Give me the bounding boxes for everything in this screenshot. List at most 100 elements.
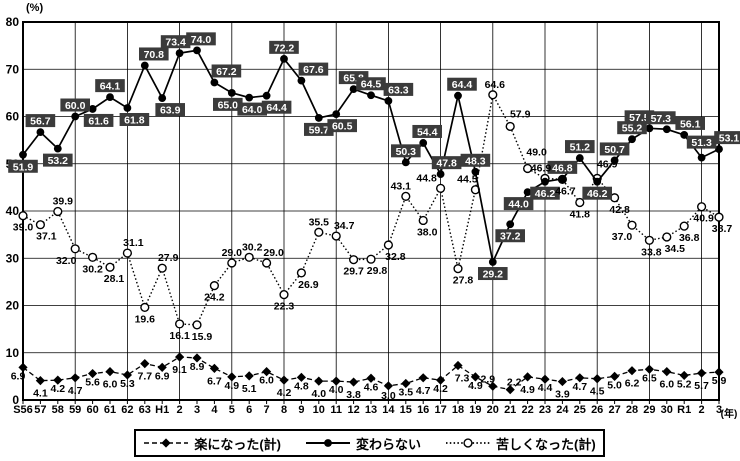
svg-text:46.9: 46.9 xyxy=(531,162,552,174)
svg-text:57: 57 xyxy=(34,404,46,416)
svg-text:21: 21 xyxy=(504,404,516,416)
svg-text:41.8: 41.8 xyxy=(570,208,591,220)
svg-text:24: 24 xyxy=(556,404,569,416)
svg-text:(%): (%) xyxy=(26,2,43,14)
svg-text:65.0: 65.0 xyxy=(218,99,239,111)
svg-text:7: 7 xyxy=(264,404,270,416)
svg-text:2.9: 2.9 xyxy=(480,373,495,385)
svg-text:(年): (年) xyxy=(721,407,738,420)
svg-text:3.9: 3.9 xyxy=(555,389,570,401)
svg-text:26.9: 26.9 xyxy=(298,279,319,291)
svg-text:6: 6 xyxy=(246,404,252,416)
svg-text:55.2: 55.2 xyxy=(622,123,643,135)
svg-text:61.8: 61.8 xyxy=(124,114,145,126)
svg-text:73.4: 73.4 xyxy=(165,37,186,49)
legend-label-easier: 楽になった(計) xyxy=(194,436,281,452)
svg-text:53.2: 53.2 xyxy=(48,155,69,167)
svg-text:80: 80 xyxy=(6,15,20,29)
svg-text:9: 9 xyxy=(298,404,304,416)
svg-text:29.2: 29.2 xyxy=(483,269,504,281)
svg-text:18: 18 xyxy=(452,404,464,416)
svg-text:48.3: 48.3 xyxy=(465,155,486,167)
svg-text:72.2: 72.2 xyxy=(274,42,295,54)
series-1-labels: 51.9 56.7 53.2 60.061.6 64.1 61.8 70.8 63.9 73.4… xyxy=(8,32,740,281)
svg-text:4.7: 4.7 xyxy=(572,381,587,393)
svg-text:29: 29 xyxy=(643,404,655,416)
dotted-circle-legend-icon xyxy=(446,438,490,448)
svg-text:56.1: 56.1 xyxy=(680,118,701,130)
svg-text:5.7: 5.7 xyxy=(694,380,709,392)
dashed-diamond-legend-icon xyxy=(144,438,189,448)
svg-text:67.2: 67.2 xyxy=(216,66,237,78)
svg-text:57.9: 57.9 xyxy=(510,108,531,120)
series-1-markers xyxy=(19,46,723,266)
svg-text:4.0: 4.0 xyxy=(311,388,326,400)
svg-text:S56: S56 xyxy=(13,404,33,416)
svg-text:29.7: 29.7 xyxy=(343,266,364,278)
svg-text:37.0: 37.0 xyxy=(612,231,633,243)
svg-text:37.1: 37.1 xyxy=(36,231,57,243)
svg-text:51.3: 51.3 xyxy=(691,137,712,149)
svg-text:62: 62 xyxy=(121,404,133,416)
svg-text:60: 60 xyxy=(6,110,20,124)
svg-text:29.0: 29.0 xyxy=(222,247,243,259)
svg-text:4.9: 4.9 xyxy=(468,380,483,392)
svg-text:44.5: 44.5 xyxy=(457,174,478,186)
svg-text:70: 70 xyxy=(6,62,20,76)
svg-text:40.9: 40.9 xyxy=(693,213,714,225)
svg-text:36.8: 36.8 xyxy=(679,232,700,244)
svg-text:32.8: 32.8 xyxy=(385,251,406,263)
svg-text:63.3: 63.3 xyxy=(388,84,409,96)
solid-circle-legend-icon xyxy=(305,439,350,447)
svg-text:23: 23 xyxy=(539,404,551,416)
svg-text:30: 30 xyxy=(6,251,20,265)
svg-text:5: 5 xyxy=(229,404,235,416)
svg-text:22.3: 22.3 xyxy=(274,301,295,313)
svg-text:64.1: 64.1 xyxy=(100,81,121,93)
svg-text:35.5: 35.5 xyxy=(309,216,330,228)
svg-text:16.1: 16.1 xyxy=(169,330,190,342)
svg-text:67.6: 67.6 xyxy=(303,64,324,76)
svg-text:56.7: 56.7 xyxy=(30,116,51,128)
svg-text:57.5: 57.5 xyxy=(629,112,650,124)
svg-text:5.1: 5.1 xyxy=(242,383,257,395)
svg-text:3: 3 xyxy=(194,404,200,416)
svg-text:34.5: 34.5 xyxy=(665,243,686,255)
svg-text:29.8: 29.8 xyxy=(367,265,388,277)
svg-text:R1: R1 xyxy=(677,404,691,416)
y-axis-labels: 01020304050607080(%) xyxy=(6,2,44,407)
svg-text:16: 16 xyxy=(417,404,429,416)
svg-text:63.9: 63.9 xyxy=(160,105,181,117)
svg-text:28: 28 xyxy=(626,404,638,416)
svg-text:8.9: 8.9 xyxy=(190,361,205,373)
series-2-labels: 39.037.139.932.030.228.131.119.627.916.1… xyxy=(13,79,733,343)
legend-item-easier: 楽になった(計) xyxy=(143,434,281,453)
series-2-markers xyxy=(18,90,724,330)
svg-text:4.5: 4.5 xyxy=(590,386,605,398)
svg-text:60.5: 60.5 xyxy=(332,121,353,133)
svg-text:4.2: 4.2 xyxy=(277,387,292,399)
svg-text:25: 25 xyxy=(574,404,586,416)
svg-text:44.8: 44.8 xyxy=(416,172,437,184)
svg-text:61: 61 xyxy=(104,404,116,416)
svg-text:30.2: 30.2 xyxy=(82,263,103,275)
svg-text:44.0: 44.0 xyxy=(508,199,529,211)
svg-text:46.2: 46.2 xyxy=(587,188,608,200)
svg-text:3.8: 3.8 xyxy=(346,389,361,401)
svg-text:4.2: 4.2 xyxy=(50,383,65,395)
svg-text:6.5: 6.5 xyxy=(642,372,657,384)
svg-text:61.6: 61.6 xyxy=(88,115,109,127)
svg-text:64.4: 64.4 xyxy=(452,79,473,91)
svg-text:19: 19 xyxy=(469,404,481,416)
svg-text:59: 59 xyxy=(69,404,81,416)
svg-text:60.0: 60.0 xyxy=(65,100,86,112)
svg-text:22: 22 xyxy=(521,404,533,416)
svg-text:51.2: 51.2 xyxy=(570,142,591,154)
svg-text:4.1: 4.1 xyxy=(33,388,48,400)
svg-text:53.1: 53.1 xyxy=(719,133,740,145)
svg-text:33.8: 33.8 xyxy=(641,246,662,258)
svg-text:27.9: 27.9 xyxy=(158,252,179,264)
svg-text:49.0: 49.0 xyxy=(526,146,547,158)
svg-text:6.9: 6.9 xyxy=(11,370,26,382)
